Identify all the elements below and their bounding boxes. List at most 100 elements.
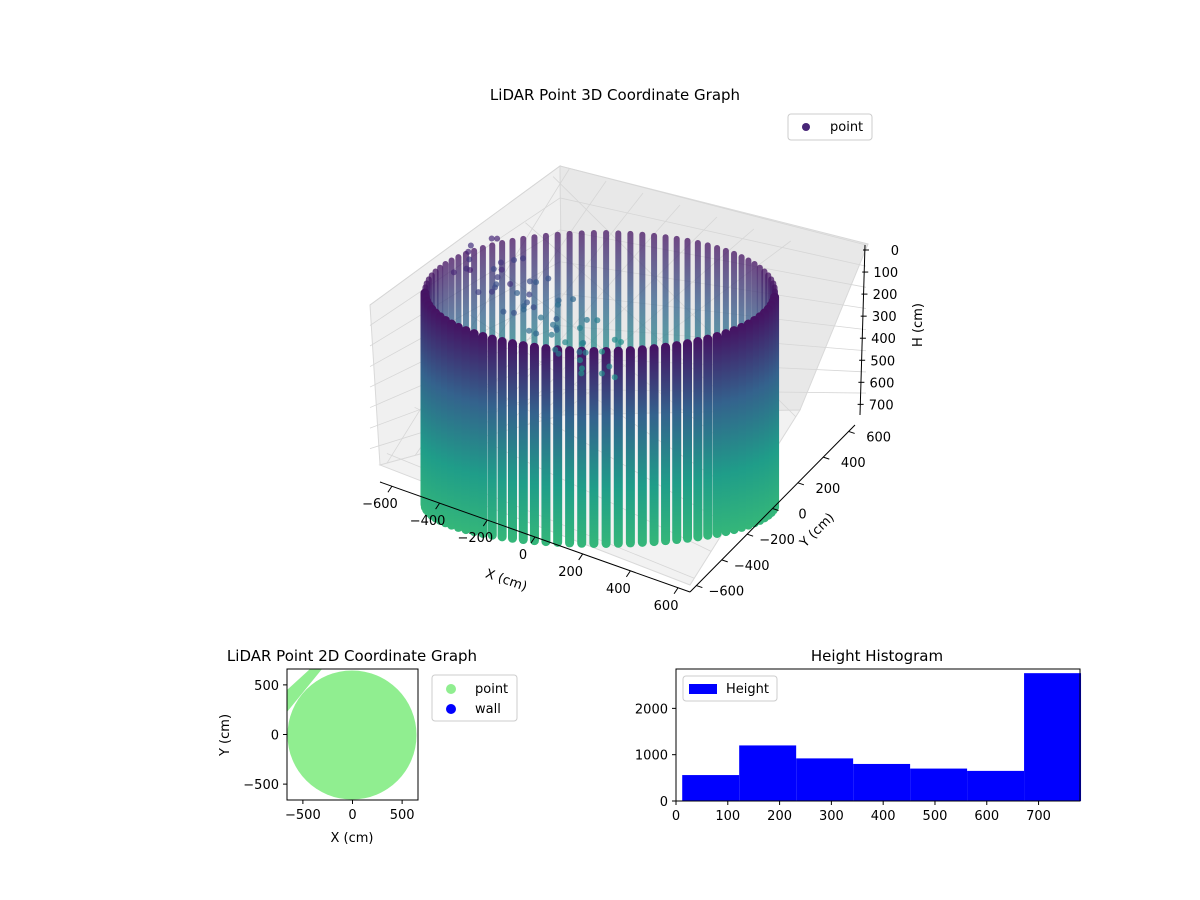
grid-z-line (559, 261, 867, 309)
histogram-title: Height Histogram (811, 647, 943, 665)
legend-hist-label: Height (726, 682, 769, 697)
histogram-bar (796, 758, 854, 801)
plot-2d-xlabel: X (cm) (331, 831, 374, 846)
point (553, 315, 560, 322)
point (598, 370, 605, 377)
histogram-bar (1024, 673, 1082, 801)
point (555, 350, 562, 357)
x-tick-label: 500 (923, 809, 948, 824)
z-tick-label: 300 (872, 310, 897, 325)
point (562, 339, 569, 346)
point-column (461, 326, 471, 535)
point-column (589, 346, 599, 548)
z-axis-label: H (cm) (911, 303, 926, 347)
point-column (683, 339, 692, 543)
grid-z-line (369, 165, 561, 306)
histogram-bar (682, 775, 740, 801)
point (494, 235, 501, 242)
point (465, 248, 472, 255)
point (526, 291, 533, 298)
x-tick (435, 502, 441, 510)
z-tick-label: 0 (891, 244, 899, 259)
point-column (565, 346, 575, 548)
point (545, 275, 552, 282)
plot-2d-title: LiDAR Point 2D Coordinate Graph (227, 647, 477, 665)
point (598, 348, 605, 355)
y-tick (797, 482, 805, 486)
legend-3d-marker-point (802, 123, 810, 131)
histogram-bar (967, 770, 1025, 801)
x-tick (578, 553, 584, 561)
point (488, 288, 495, 295)
y-tick (721, 559, 728, 563)
ticks-2d: −500 0 500 −500 0 500 (243, 679, 414, 823)
x-tick-label: 0 (348, 808, 356, 823)
point (493, 281, 500, 288)
x-tick-label: 700 (1026, 809, 1051, 824)
point (497, 259, 504, 266)
legend-2d-label-wall: wall (475, 702, 501, 717)
point (498, 266, 505, 273)
x-tick-label: 300 (819, 809, 844, 824)
point (576, 348, 583, 355)
point (576, 324, 583, 331)
point (606, 363, 613, 370)
x-tick-label: 400 (606, 582, 631, 597)
legend-3d: point (787, 113, 873, 141)
point (594, 317, 601, 324)
point (570, 296, 577, 303)
histogram-bar (910, 768, 968, 801)
x-tick-label: 0 (672, 809, 680, 824)
histogram-ticks: 0 100 200 300 400 500 600 700 0 1000 2000 (635, 702, 1051, 824)
x-tick-label: 600 (654, 599, 679, 614)
point (552, 346, 559, 353)
y-tick (746, 533, 754, 537)
point-streak (287, 669, 322, 712)
legend-2d-marker-wall (446, 704, 456, 714)
point (475, 289, 482, 296)
x-tick (482, 519, 488, 527)
y-tick-label: 0 (798, 508, 806, 523)
point-column (508, 339, 517, 543)
y-tick-label: 400 (841, 456, 866, 471)
histogram: Height Histogram 0 100 200 300 400 500 600 7000… (635, 647, 1082, 824)
point (530, 304, 537, 311)
point (548, 331, 555, 338)
histogram-bar (853, 763, 911, 801)
point (514, 290, 521, 297)
grid-x-line (386, 168, 570, 464)
plot-2d-area (287, 669, 417, 800)
plot-2d-ylabel: Y (cm) (218, 714, 233, 757)
y-tick (696, 585, 703, 589)
y-tick-label: 2000 (635, 702, 668, 717)
point-column (729, 326, 739, 535)
x-tick-label: 0 (519, 548, 527, 563)
x-tick-label: −600 (362, 497, 398, 512)
point (583, 316, 590, 323)
legend-3d-box (787, 113, 873, 141)
point-column (613, 346, 623, 548)
x-tick-label: 200 (558, 565, 583, 580)
point (526, 327, 533, 334)
point-column (453, 322, 463, 532)
point-column (447, 319, 457, 530)
point (582, 349, 589, 356)
point (519, 255, 526, 262)
point (579, 340, 586, 347)
z-tick-label: 500 (870, 354, 895, 369)
point (463, 265, 470, 272)
x-tick (387, 485, 393, 493)
x-tick (530, 536, 536, 544)
x-tick-label: 500 (390, 808, 415, 823)
plot-3d-title: LiDAR Point 3D Coordinate Graph (490, 86, 740, 104)
point-column (601, 346, 611, 548)
y-tick-label: 200 (815, 482, 840, 497)
point-column (712, 331, 722, 538)
x-tick (673, 587, 679, 595)
legend-hist-box (682, 675, 778, 702)
point (466, 256, 473, 263)
y-tick-label: 0 (660, 795, 668, 810)
point (510, 309, 517, 316)
x-tick-label: 400 (871, 809, 896, 824)
point-column (469, 329, 479, 537)
